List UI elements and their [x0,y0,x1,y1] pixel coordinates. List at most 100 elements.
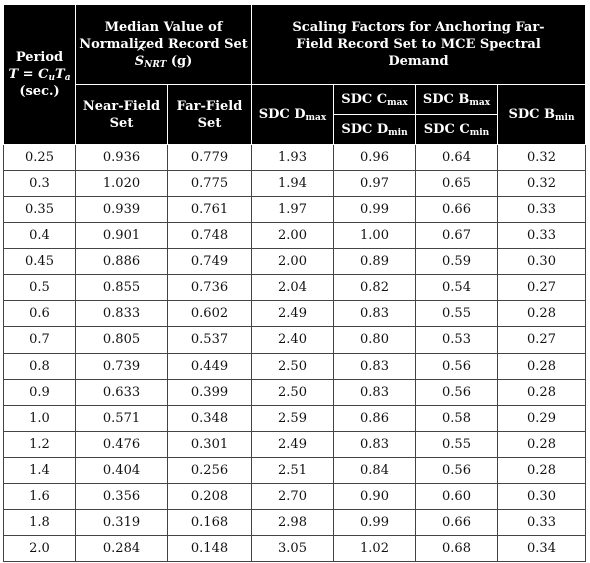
header-scaling-factors: Scaling Factors for Anchoring Far-Field … [250,4,587,85]
table-row: 0.9 0.633 0.399 2.50 0.83 0.56 0.28 [3,378,587,406]
cell-near-field: 0.901 [75,222,168,250]
cell-sdc-d-max: 2.51 [251,456,334,484]
header-sdc-b-min: SDC Bmin [496,84,587,145]
cell-far-field: 0.736 [167,274,252,302]
cell-period: 1.0 [3,404,76,432]
cell-period: 2.0 [3,534,76,563]
cell-sdc-b-max: 0.67 [415,222,498,250]
cell-period: 0.25 [3,143,76,172]
cell-period: 0.35 [3,196,76,224]
cell-sdc-b-max: 0.66 [415,508,498,536]
cell-sdc-c-max: 0.83 [333,352,416,380]
cell-far-field: 0.148 [167,534,252,563]
table-row: 0.5 0.855 0.736 2.04 0.82 0.54 0.27 [3,274,587,302]
cell-sdc-b-max: 0.53 [415,326,498,354]
cell-sdc-d-max: 1.93 [251,143,334,172]
cell-near-field: 0.404 [75,456,168,484]
cell-period: 1.4 [3,456,76,484]
cell-sdc-b-max: 0.58 [415,404,498,432]
cell-near-field: 0.886 [75,248,168,276]
cell-period: 1.2 [3,430,76,458]
cell-sdc-b-min: 0.29 [496,404,587,432]
cell-far-field: 0.208 [167,482,252,510]
cell-sdc-b-min: 0.30 [496,248,587,276]
cell-sdc-b-max: 0.56 [415,352,498,380]
cell-near-field: 1.020 [75,170,168,198]
cell-sdc-b-max: 0.59 [415,248,498,276]
cell-near-field: 0.939 [75,196,168,224]
table-row: 0.25 0.936 0.779 1.93 0.96 0.64 0.32 [3,143,587,172]
cell-sdc-d-max: 2.04 [251,274,334,302]
cell-sdc-d-max: 2.50 [251,378,334,406]
cell-sdc-d-max: 3.05 [251,534,334,563]
cell-period: 0.9 [3,378,76,406]
table-row: 0.35 0.939 0.761 1.97 0.99 0.66 0.33 [3,196,587,224]
cell-sdc-d-max: 1.94 [251,170,334,198]
cell-sdc-c-max: 0.99 [333,196,416,224]
cell-period: 0.4 [3,222,76,250]
header-sdc-d-max: SDC Dmax [251,84,334,145]
cell-far-field: 0.168 [167,508,252,536]
cell-far-field: 0.256 [167,456,252,484]
cell-near-field: 0.319 [75,508,168,536]
cell-sdc-b-min: 0.33 [496,508,587,536]
header-sdc-b-max: SDC Bmax [415,84,498,115]
table-body: 0.25 0.936 0.779 1.93 0.96 0.64 0.32 0.3 1.020 0.… [3,143,587,563]
cell-near-field: 0.855 [75,274,168,302]
cell-far-field: 0.775 [167,170,252,198]
cell-near-field: 0.571 [75,404,168,432]
cell-sdc-b-min: 0.27 [496,326,587,354]
cell-sdc-b-min: 0.28 [496,300,587,328]
cell-sdc-b-max: 0.54 [415,274,498,302]
cell-sdc-b-min: 0.32 [496,170,587,198]
cell-period: 0.45 [3,248,76,276]
cell-far-field: 0.301 [167,430,252,458]
cell-period: 0.5 [3,274,76,302]
cell-sdc-c-max: 1.00 [333,222,416,250]
cell-near-field: 0.476 [75,430,168,458]
table-row: 0.6 0.833 0.602 2.49 0.83 0.55 0.28 [3,300,587,328]
cell-sdc-c-max: 0.86 [333,404,416,432]
cell-near-field: 0.833 [75,300,168,328]
cell-sdc-b-max: 0.65 [415,170,498,198]
cell-far-field: 0.399 [167,378,252,406]
header-sdc-c-min: SDC Cmin [415,114,498,145]
table-row: 1.8 0.319 0.168 2.98 0.99 0.66 0.33 [3,508,587,536]
cell-sdc-c-max: 0.89 [333,248,416,276]
cell-period: 1.8 [3,508,76,536]
table-row: 0.45 0.886 0.749 2.00 0.89 0.59 0.30 [3,248,587,276]
cell-sdc-c-max: 0.82 [333,274,416,302]
table-row: 1.2 0.476 0.301 2.49 0.83 0.55 0.28 [3,430,587,458]
cell-period: 1.6 [3,482,76,510]
cell-far-field: 0.748 [167,222,252,250]
cell-sdc-b-min: 0.30 [496,482,587,510]
cell-far-field: 0.602 [167,300,252,328]
cell-sdc-c-max: 0.83 [333,378,416,406]
cell-near-field: 0.284 [75,534,168,563]
cell-period: 0.8 [3,352,76,380]
cell-sdc-d-max: 2.49 [251,300,334,328]
cell-sdc-d-max: 2.59 [251,404,334,432]
cell-sdc-b-min: 0.28 [496,352,587,380]
cell-sdc-b-max: 0.66 [415,196,498,224]
cell-sdc-c-max: 0.96 [333,143,416,172]
cell-sdc-c-max: 0.84 [333,456,416,484]
table-row: 0.4 0.901 0.748 2.00 1.00 0.67 0.33 [3,222,587,250]
cell-near-field: 0.739 [75,352,168,380]
cell-sdc-b-min: 0.33 [496,222,587,250]
cell-sdc-c-max: 0.83 [333,300,416,328]
cell-far-field: 0.537 [167,326,252,354]
cell-sdc-d-max: 2.00 [251,248,334,276]
cell-far-field: 0.449 [167,352,252,380]
cell-sdc-b-max: 0.64 [415,143,498,172]
cell-near-field: 0.936 [75,143,168,172]
cell-far-field: 0.348 [167,404,252,432]
cell-sdc-b-min: 0.34 [496,534,587,563]
cell-sdc-c-max: 0.83 [333,430,416,458]
cell-sdc-c-max: 0.99 [333,508,416,536]
cell-period: 0.6 [3,300,76,328]
cell-far-field: 0.779 [167,143,252,172]
cell-sdc-b-min: 0.32 [496,143,587,172]
cell-far-field: 0.749 [167,248,252,276]
cell-sdc-b-max: 0.60 [415,482,498,510]
